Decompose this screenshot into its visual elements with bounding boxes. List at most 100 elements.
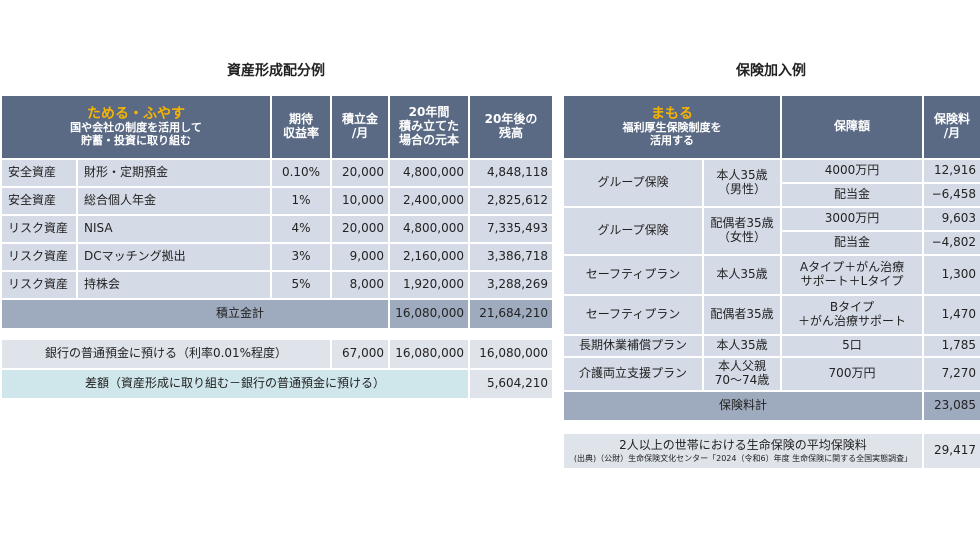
plan-name: グループ保険 bbox=[562, 206, 704, 256]
premium-amount: 12,916 bbox=[922, 158, 980, 184]
asset-principal: 4,800,000 bbox=[388, 214, 471, 244]
asset-name: 財形・定期預金 bbox=[75, 158, 273, 188]
table-row: グループ保険 配偶者35歳 （女性） 3000万円 9,603 bbox=[562, 206, 980, 256]
premium-amount: 1,470 bbox=[922, 294, 980, 336]
coverage-amount: 5口 bbox=[780, 334, 924, 358]
savings-total-row: 積立金計 16,080,000 21,684,210 bbox=[0, 298, 555, 330]
dividend-label: 配当金 bbox=[780, 182, 924, 208]
asset-type: 安全資産 bbox=[0, 186, 78, 216]
asset-name: NISA bbox=[75, 214, 273, 244]
savings-total-label: 積立金計 bbox=[0, 298, 391, 330]
asset-monthly: 20,000 bbox=[330, 214, 391, 244]
table-row: 配当金 −4,802 bbox=[563, 230, 980, 256]
asset-allocation-title: 資産形成配分例 bbox=[227, 63, 325, 79]
premium-total-row: 保険料計 23,085 bbox=[562, 390, 980, 422]
insured-person: 本人35歳 （男性） bbox=[702, 158, 782, 208]
source-note: (出典)（公財）生命保険文化センター「2024（令和6）年度 生命保険に関する全… bbox=[573, 454, 913, 464]
average-premium-value: 29,417 bbox=[922, 432, 980, 470]
table-row: リスク資産 DCマッチング拠出 3% 9,000 2,160,000 3,386… bbox=[0, 242, 555, 272]
average-premium-label: 2人以上の世帯における生命保険の平均保険料 (出典)（公財）生命保険文化センター… bbox=[562, 432, 924, 470]
insured-person: 本人父親 70～74歳 bbox=[702, 356, 782, 392]
asset-balance: 2,825,612 bbox=[468, 186, 555, 216]
asset-balance: 7,335,493 bbox=[468, 214, 555, 244]
header-monthly-savings: 積立金 /月 bbox=[330, 94, 391, 160]
table-row: 安全資産 総合個人年金 1% 10,000 2,400,000 2,825,61… bbox=[0, 186, 555, 216]
asset-monthly: 10,000 bbox=[330, 186, 391, 216]
asset-allocation-table: ためる・ふやす 国や会社の制度を活用して 貯蓄・投資に取り組む 期待 収益率 積… bbox=[0, 94, 555, 400]
savings-total-balance: 21,684,210 bbox=[468, 298, 555, 330]
premium-total-value: 23,085 bbox=[922, 390, 980, 422]
bank-deposit-monthly: 67,000 bbox=[330, 338, 391, 370]
plan-name: セーフティプラン bbox=[562, 294, 704, 336]
difference-label: 差額（資産形成に取り組む－銀行の普通預金に預ける） bbox=[0, 368, 471, 400]
header-20yr-principal: 20年間 積み立てた 場合の元本 bbox=[388, 94, 471, 160]
table-row: セーフティプラン 配偶者35歳 Bタイプ ＋がん治療サポート 1,470 bbox=[562, 294, 980, 336]
header-mamoru: まもる 福利厚生保険制度を 活用する bbox=[562, 94, 782, 160]
asset-balance: 3,386,718 bbox=[468, 242, 555, 272]
dividend-amount: −4,802 bbox=[922, 230, 980, 256]
savings-total-principal: 16,080,000 bbox=[388, 298, 471, 330]
asset-balance: 4,848,118 bbox=[468, 158, 555, 188]
asset-rate: 5% bbox=[270, 270, 333, 300]
table-row: 安全資産 財形・定期預金 0.10% 20,000 4,800,000 4,84… bbox=[0, 158, 555, 188]
asset-rate: 4% bbox=[270, 214, 333, 244]
header-expected-return: 期待 収益率 bbox=[270, 94, 333, 160]
asset-principal: 1,920,000 bbox=[388, 270, 471, 300]
asset-rate: 0.10% bbox=[270, 158, 333, 188]
asset-name: 総合個人年金 bbox=[75, 186, 273, 216]
asset-name: DCマッチング拠出 bbox=[75, 242, 273, 272]
table-row: 介護両立支援プラン 本人父親 70～74歳 700万円 7,270 bbox=[562, 356, 980, 392]
bank-deposit-principal: 16,080,000 bbox=[388, 338, 471, 370]
asset-type: リスク資産 bbox=[0, 214, 78, 244]
header-premium: 保険料 /月 bbox=[922, 94, 980, 160]
insurance-example-title: 保険加入例 bbox=[736, 63, 806, 79]
insured-person: 配偶者35歳 （女性） bbox=[702, 206, 782, 256]
asset-balance: 3,288,269 bbox=[468, 270, 555, 300]
coverage-amount: 4000万円 bbox=[780, 158, 924, 184]
bank-deposit-label: 銀行の普通預金に預ける（利率0.01%程度） bbox=[0, 338, 333, 370]
asset-rate: 3% bbox=[270, 242, 333, 272]
coverage-amount: 3000万円 bbox=[780, 206, 924, 232]
coverage-amount: Aタイプ＋がん治療 サポート＋Lタイプ bbox=[780, 254, 924, 296]
premium-amount: 1,785 bbox=[922, 334, 980, 358]
insured-person: 本人35歳 bbox=[702, 334, 782, 358]
plan-name: グループ保険 bbox=[562, 158, 704, 208]
insurance-table: まもる 福利厚生保険制度を 活用する 保障額 保険料 /月 グループ保険 本人3… bbox=[562, 94, 980, 470]
plan-name: セーフティプラン bbox=[562, 254, 704, 296]
insured-person: 配偶者35歳 bbox=[702, 294, 782, 336]
asset-monthly: 9,000 bbox=[330, 242, 391, 272]
average-premium-row: 2人以上の世帯における生命保険の平均保険料 (出典)（公財）生命保険文化センター… bbox=[562, 432, 980, 470]
header-coverage: 保障額 bbox=[780, 94, 924, 160]
plan-name: 長期休業補償プラン bbox=[562, 334, 704, 358]
insured-person: 本人35歳 bbox=[702, 254, 782, 296]
premium-amount: 1,300 bbox=[922, 254, 980, 296]
premium-amount: 7,270 bbox=[922, 356, 980, 392]
asset-monthly: 8,000 bbox=[330, 270, 391, 300]
asset-type: リスク資産 bbox=[0, 242, 78, 272]
asset-principal: 2,400,000 bbox=[388, 186, 471, 216]
table-row: グループ保険 本人35歳 （男性） 4000万円 12,916 bbox=[562, 158, 980, 208]
coverage-amount: Bタイプ ＋がん治療サポート bbox=[780, 294, 924, 336]
header-20yr-balance: 20年後の 残高 bbox=[468, 94, 555, 160]
difference-value: 5,604,210 bbox=[468, 368, 555, 400]
asset-monthly: 20,000 bbox=[330, 158, 391, 188]
premium-total-label: 保険料計 bbox=[562, 390, 924, 422]
coverage-amount: 700万円 bbox=[780, 356, 924, 392]
table-row: リスク資産 NISA 4% 20,000 4,800,000 7,335,493 bbox=[0, 214, 555, 244]
dividend-amount: −6,458 bbox=[922, 182, 980, 208]
asset-name: 持株会 bbox=[75, 270, 273, 300]
asset-type: リスク資産 bbox=[0, 270, 78, 300]
bank-deposit-balance: 16,080,000 bbox=[468, 338, 555, 370]
dividend-label: 配当金 bbox=[780, 230, 924, 256]
difference-row: 差額（資産形成に取り組む－銀行の普通預金に預ける） 5,604,210 bbox=[0, 368, 555, 400]
table-row: 長期休業補償プラン 本人35歳 5口 1,785 bbox=[562, 334, 980, 358]
table-row: リスク資産 持株会 5% 8,000 1,920,000 3,288,269 bbox=[0, 270, 555, 300]
premium-amount: 9,603 bbox=[922, 206, 980, 232]
header-tameru-fuyasu: ためる・ふやす 国や会社の制度を活用して 貯蓄・投資に取り組む bbox=[0, 94, 273, 160]
table-row: セーフティプラン 本人35歳 Aタイプ＋がん治療 サポート＋Lタイプ 1,300 bbox=[562, 254, 980, 296]
asset-rate: 1% bbox=[270, 186, 333, 216]
plan-name: 介護両立支援プラン bbox=[562, 356, 704, 392]
average-premium-text: 2人以上の世帯における生命保険の平均保険料 bbox=[619, 437, 867, 452]
asset-principal: 2,160,000 bbox=[388, 242, 471, 272]
bank-deposit-row: 銀行の普通預金に預ける（利率0.01%程度） 67,000 16,080,000… bbox=[0, 338, 555, 370]
